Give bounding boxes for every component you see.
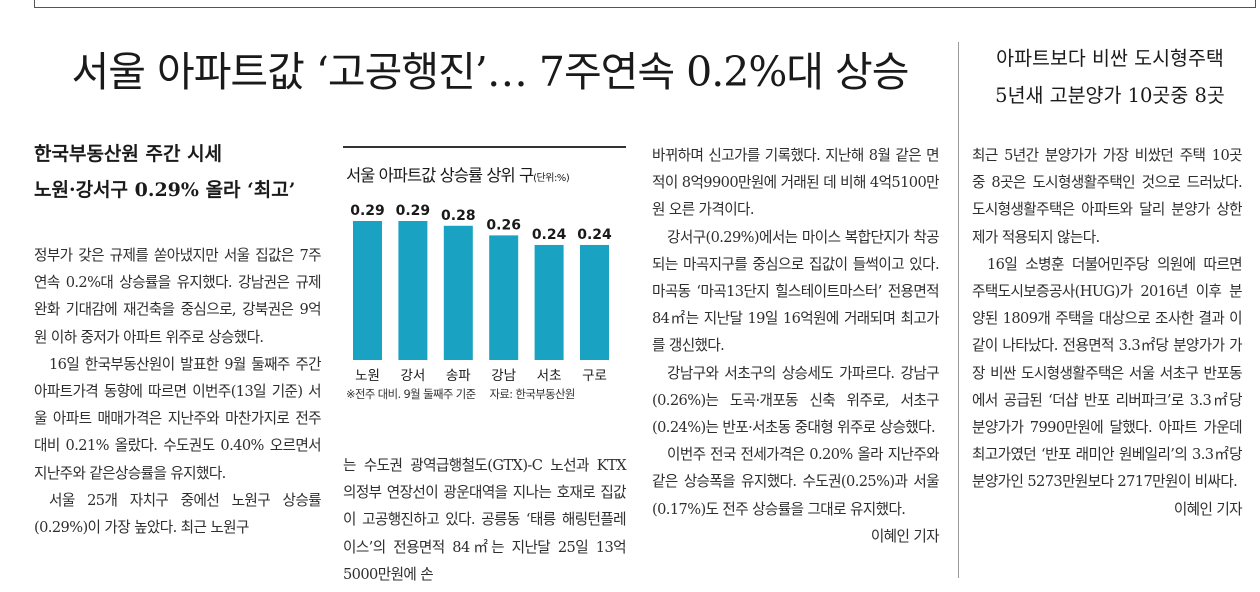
byline: 이혜인 기자 xyxy=(870,527,940,545)
paragraph: 16일 한국부동산원이 발표한 9월 둘째주 주간 아파트가격 동향에 따르면 … xyxy=(34,355,322,482)
category-label: 송파 xyxy=(446,368,471,384)
value-label: 0.29 xyxy=(350,203,385,219)
subheadline-line2: 노원·강서구 0.29% 올라 ‘최고’ xyxy=(34,179,296,201)
category-label: 강서 xyxy=(400,368,425,384)
bar-서초 xyxy=(534,244,564,360)
category-label: 강남 xyxy=(491,368,516,384)
chart-title: 서울 아파트값 상승률 상위 구(단위:%) xyxy=(346,162,570,186)
article-headline: 서울 아파트값 ‘고공행진’… 7주연속 0.2%대 상승 xyxy=(71,48,910,96)
value-label: 0.24 xyxy=(532,227,567,243)
bar-송파 xyxy=(443,225,473,360)
paragraph: 바뀌하며 신고가를 기록했다. 지난해 8월 같은 면적이 8억9900만원에 … xyxy=(652,147,940,219)
side-headline-line2: 5년새 고분양가 10곳중 8곳 xyxy=(995,84,1225,107)
bar-노원 xyxy=(353,221,382,360)
bar-구로 xyxy=(580,244,609,360)
chart-unit: (단위:%) xyxy=(533,173,570,184)
subheadline-line1: 한국부동산원 주간 시세 xyxy=(34,143,223,165)
article-column-1: 정부가 갖은 규제를 쏟아냈지만 서울 집값은 7주 연속 0.2%대 상승률을… xyxy=(34,242,322,541)
chart-note: ※전주 대비. 9월 둘째주 기준 xyxy=(346,387,476,401)
paragraph: 16일 소병훈 더불어민주당 의원에 따르면 주택도시보증공사(HUG)가 20… xyxy=(972,255,1243,491)
bar-chart: 서울 아파트값 상승률 상위 구(단위:%) 0.29 노원 0.29 강서 0.28 송… xyxy=(343,146,626,412)
chart-title-text: 서울 아파트값 상승률 상위 구 xyxy=(346,166,534,185)
article-column-3: 바뀌하며 신고가를 기록했다. 지난해 8월 같은 면적이 8억9900만원에 … xyxy=(652,142,940,550)
value-label: 0.24 xyxy=(577,227,612,243)
paragraph: 최근 5년간 분양가가 가장 비쌌던 주택 10곳 중 8곳은 도시형생활주택인… xyxy=(972,147,1243,246)
paragraph: 서울 25개 자치구 중에선 노원구 상승률(0.29%)이 가장 높았다. 최… xyxy=(34,491,322,537)
chart-plot: 0.29 노원 0.29 강서 0.28 송파 0.26 강남 0.24 서초 0.24 구로 xyxy=(350,203,612,384)
bar-강서 xyxy=(398,221,428,360)
paragraph: 이번주 전국 전세가격은 0.20% 올라 지난주와 같은 상승폭을 유지했다.… xyxy=(652,446,940,518)
category-label: 구로 xyxy=(582,368,607,384)
side-article: 최근 5년간 분양가가 가장 비쌌던 주택 10곳 중 8곳은 도시형생활주택인… xyxy=(972,142,1243,523)
value-label: 0.26 xyxy=(486,217,521,233)
column-divider xyxy=(958,42,959,578)
side-headline: 아파트보다 비싼 도시형주택 5년새 고분양가 10곳중 8곳 xyxy=(960,40,1260,114)
side-headline-line1: 아파트보다 비싼 도시형주택 xyxy=(996,47,1224,70)
paragraph: 는 수도권 광역급행철도(GTX)-C 노선과 KTX 의정부 연장선이 광운대… xyxy=(343,457,627,583)
category-label: 노원 xyxy=(355,368,380,384)
paragraph: 정부가 갖은 규제를 쏟아냈지만 서울 집값은 7주 연속 0.2%대 상승률을… xyxy=(34,247,322,346)
paragraph: 강서구(0.29%)에서는 마이스 복합단지가 착공되는 마곡지구를 중심으로 … xyxy=(652,228,940,355)
value-label: 0.28 xyxy=(441,208,476,224)
chart-source: 자료: 한국부동산원 xyxy=(489,387,576,401)
chart-footnote: ※전주 대비. 9월 둘째주 기준 자료: 한국부동산원 xyxy=(346,386,575,402)
bar-강남 xyxy=(489,235,519,360)
paragraph: 강남구와 서초구의 상승세도 가파르다. 강남구(0.26%)는 도곡·개포동 … xyxy=(652,364,940,437)
value-label: 0.29 xyxy=(396,203,431,219)
top-border-box xyxy=(34,0,1256,8)
category-label: 서초 xyxy=(537,368,562,384)
byline: 이혜인 기자 xyxy=(1173,500,1243,518)
article-column-2: 는 수도권 광역급행철도(GTX)-C 노선과 KTX 의정부 연장선이 광운대… xyxy=(343,452,627,588)
